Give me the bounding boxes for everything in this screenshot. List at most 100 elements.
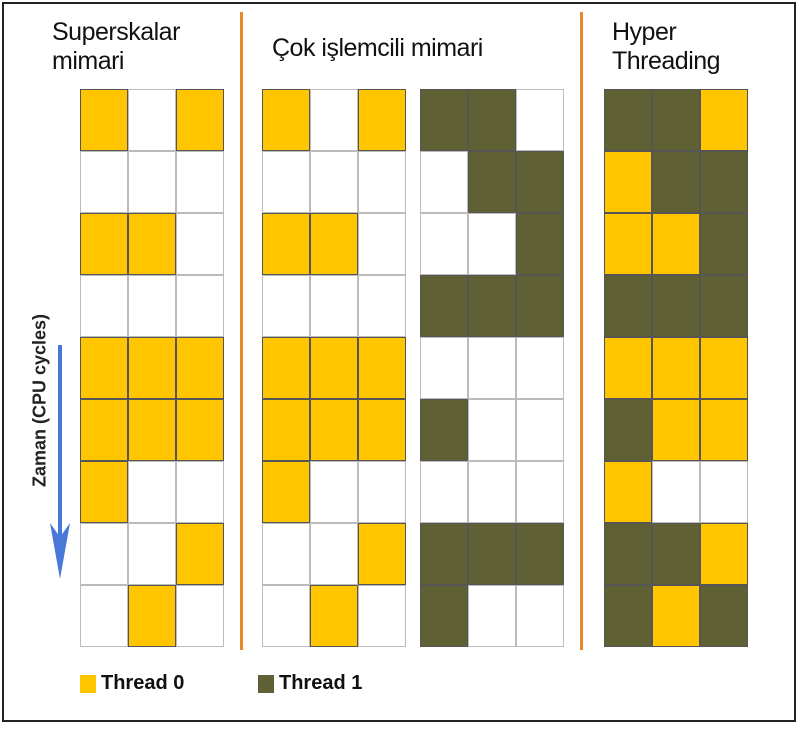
cell-thread-0: [129, 338, 175, 398]
cell-thread-1: [469, 90, 515, 150]
superscalar-title-line1: Superskalar: [52, 18, 180, 46]
cell-idle: [177, 276, 223, 336]
cell-idle: [81, 586, 127, 646]
cell-thread-0: [263, 400, 309, 460]
cell-thread-1: [605, 90, 651, 150]
cell-thread-0: [81, 338, 127, 398]
cell-idle: [129, 524, 175, 584]
cell-idle: [517, 462, 563, 522]
hyperthreading-title: Hyper Threading: [612, 18, 721, 76]
multiprocessor-cpu1-grid: [263, 90, 405, 646]
cell-thread-0: [701, 524, 747, 584]
cell-thread-0: [263, 462, 309, 522]
cell-thread-1: [605, 276, 651, 336]
cell-thread-0: [653, 400, 699, 460]
cell-idle: [311, 90, 357, 150]
thread-0-swatch: [80, 674, 96, 693]
cell-idle: [263, 276, 309, 336]
legend-label: Thread 1: [279, 672, 363, 694]
cell-thread-0: [653, 214, 699, 274]
cell-thread-0: [605, 152, 651, 212]
cell-thread-0: [129, 214, 175, 274]
cell-idle: [359, 462, 405, 522]
cell-idle: [421, 462, 467, 522]
cell-idle: [359, 276, 405, 336]
cell-thread-1: [605, 524, 651, 584]
cell-thread-1: [605, 586, 651, 646]
cell-thread-0: [311, 400, 357, 460]
cell-thread-0: [263, 214, 309, 274]
cell-thread-1: [701, 276, 747, 336]
cell-thread-0: [311, 586, 357, 646]
cell-idle: [177, 462, 223, 522]
cell-thread-1: [469, 276, 515, 336]
cell-thread-1: [469, 152, 515, 212]
cell-idle: [177, 152, 223, 212]
cell-thread-0: [653, 586, 699, 646]
cell-thread-0: [81, 214, 127, 274]
cell-idle: [653, 462, 699, 522]
cell-thread-0: [311, 214, 357, 274]
cell-thread-0: [263, 90, 309, 150]
cell-thread-0: [359, 90, 405, 150]
cell-thread-1: [701, 586, 747, 646]
superscalar-title: Superskalar mimari: [52, 18, 180, 76]
cell-thread-1: [517, 152, 563, 212]
cell-idle: [517, 586, 563, 646]
cell-thread-0: [701, 90, 747, 150]
cell-idle: [701, 462, 747, 522]
cell-thread-0: [177, 524, 223, 584]
superscalar-grid: [81, 90, 223, 646]
hyperthreading-title-line2: Threading: [612, 47, 721, 75]
cell-thread-1: [469, 524, 515, 584]
cell-thread-1: [517, 214, 563, 274]
cell-thread-1: [653, 152, 699, 212]
cell-thread-1: [421, 90, 467, 150]
cell-thread-0: [81, 90, 127, 150]
hyperthreading-title-line1: Hyper: [612, 18, 677, 46]
cell-thread-0: [177, 338, 223, 398]
superscalar-title-line2: mimari: [52, 47, 124, 75]
cell-thread-0: [605, 214, 651, 274]
cell-idle: [469, 586, 515, 646]
cell-thread-1: [421, 400, 467, 460]
cell-idle: [81, 152, 127, 212]
multiprocessor-cpu2-grid: [421, 90, 563, 646]
cell-idle: [129, 462, 175, 522]
cell-idle: [177, 586, 223, 646]
cell-thread-1: [517, 524, 563, 584]
cell-thread-0: [653, 338, 699, 398]
cell-thread-0: [359, 400, 405, 460]
cell-idle: [311, 152, 357, 212]
cell-idle: [359, 214, 405, 274]
legend-thread-0: Thread 0: [80, 672, 184, 695]
cell-thread-1: [605, 400, 651, 460]
cell-thread-0: [311, 338, 357, 398]
cell-thread-1: [653, 90, 699, 150]
multiprocessor-title: Çok işlemcili mimari: [272, 34, 483, 62]
cell-idle: [469, 462, 515, 522]
cell-thread-1: [421, 524, 467, 584]
cell-thread-0: [263, 338, 309, 398]
cell-thread-0: [605, 338, 651, 398]
cell-idle: [311, 276, 357, 336]
cell-thread-0: [605, 462, 651, 522]
cell-idle: [359, 152, 405, 212]
cell-idle: [177, 214, 223, 274]
cell-idle: [263, 524, 309, 584]
cell-idle: [469, 214, 515, 274]
cell-thread-0: [81, 400, 127, 460]
cell-thread-0: [359, 338, 405, 398]
cell-thread-1: [701, 214, 747, 274]
cell-idle: [263, 152, 309, 212]
legend-label: Thread 0: [101, 672, 185, 694]
cell-thread-0: [129, 400, 175, 460]
diagram-frame: [2, 2, 796, 722]
cell-thread-1: [421, 276, 467, 336]
cell-thread-1: [701, 152, 747, 212]
cell-thread-1: [421, 586, 467, 646]
section-divider: [580, 12, 583, 650]
cell-idle: [129, 90, 175, 150]
cell-thread-1: [517, 276, 563, 336]
cell-thread-0: [177, 400, 223, 460]
